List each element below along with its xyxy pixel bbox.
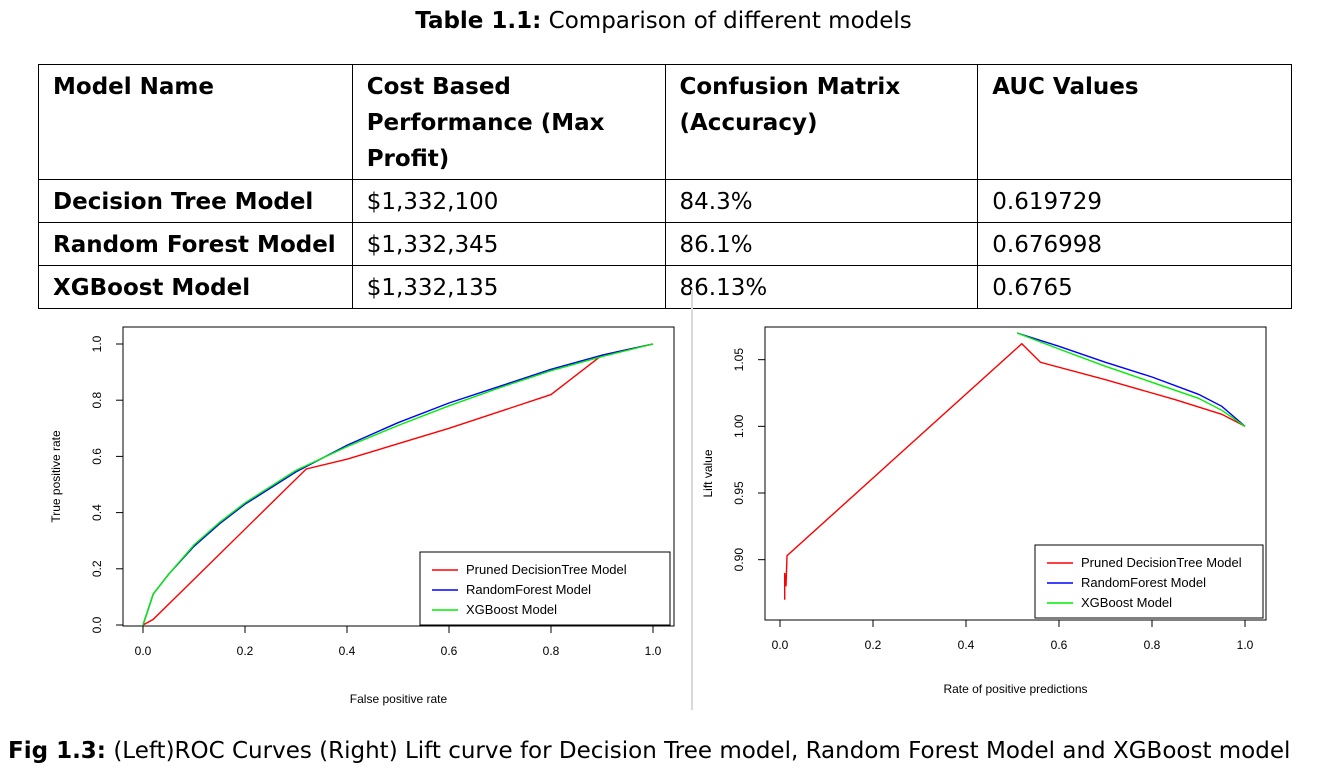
legend-box: [1034, 544, 1264, 619]
plot-frame: [122, 326, 675, 627]
legend-label: Pruned DecisionTree Model: [1081, 555, 1242, 570]
accuracy-cell: 86.13%: [664, 265, 979, 309]
auc-cell: 0.6765: [977, 265, 1292, 309]
x-tick-label: 0.4: [339, 644, 356, 658]
x-tick-label: 0.8: [1144, 638, 1161, 652]
y-tick-label: 0.90: [732, 548, 746, 572]
figure-divider: [691, 290, 693, 710]
x-tick-label: 1.0: [1237, 638, 1254, 652]
lift-curve-chart: 0.0 0.2 0.4 0.6 0.8 1.0 0.90 0.95 1.00 1.05 Rate o…: [701, 326, 1267, 696]
accuracy-cell: 86.1%: [664, 222, 979, 266]
y-tick-label: 1.00: [732, 414, 746, 438]
table-row: XGBoost Model $1,332,135 86.13% 0.6765: [38, 265, 1292, 309]
table-header-row: Model Name Cost Based Performance (Max P…: [38, 64, 1292, 180]
y-tick-label: 1.0: [90, 335, 104, 352]
accuracy-cell: 84.3%: [664, 179, 979, 223]
figure-caption-label: Fig 1.3:: [8, 738, 107, 764]
model-name-cell: XGBoost Model: [38, 265, 353, 309]
legend-label: XGBoost Model: [466, 602, 557, 617]
header-auc-values: AUC Values: [977, 64, 1292, 180]
figure-caption-text: (Left)ROC Curves (Right) Lift curve for …: [113, 738, 1291, 764]
auc-cell: 0.676998: [977, 222, 1292, 266]
header-confusion-matrix: Confusion Matrix (Accuracy): [664, 64, 979, 180]
legend-label: XGBoost Model: [1081, 595, 1172, 610]
table-caption: Table 1.1: Comparison of different model…: [0, 8, 1327, 34]
x-tick-label: 0.6: [441, 644, 458, 658]
model-comparison-table: Model Name Cost Based Performance (Max P…: [38, 64, 1292, 309]
series-line-1: [1016, 332, 1246, 427]
y-tick-label: 0.8: [90, 392, 104, 409]
profit-cell: $1,332,345: [351, 222, 666, 266]
profit-cell: $1,332,135: [351, 265, 666, 309]
profit-cell: $1,332,100: [351, 179, 666, 223]
series-line-0: [142, 343, 654, 626]
auc-cell: 0.619729: [977, 179, 1292, 223]
series-line-2: [1016, 332, 1246, 427]
x-axis-label: False positive rate: [350, 692, 448, 706]
series-line-2: [142, 343, 654, 626]
model-name-cell: Random Forest Model: [38, 222, 353, 266]
series-line-0: [783, 342, 1246, 600]
table-row: Random Forest Model $1,332,345 86.1% 0.6…: [38, 222, 1292, 266]
legend-label: Pruned DecisionTree Model: [466, 562, 627, 577]
x-tick-label: 0.2: [865, 638, 882, 652]
y-tick-label: 0.95: [732, 481, 746, 505]
legend-label: RandomForest Model: [466, 582, 591, 597]
y-tick-label: 0.0: [90, 616, 104, 633]
x-axis-label: Rate of positive predictions: [943, 682, 1087, 696]
legend-box: [419, 551, 671, 626]
table-caption-label: Table 1.1:: [415, 8, 542, 34]
y-tick-label: 0.4: [90, 504, 104, 521]
x-tick-label: 1.0: [645, 644, 662, 658]
y-tick-label: 0.2: [90, 560, 104, 577]
plot-frame: [764, 326, 1267, 621]
y-axis-label: Lift value: [701, 449, 715, 497]
y-tick-label: 1.05: [732, 348, 746, 372]
y-tick-label: 0.6: [90, 448, 104, 465]
table-row: Decision Tree Model $1,332,100 84.3% 0.6…: [38, 179, 1292, 223]
roc-curve-chart: 0.0 0.2 0.4 0.6 0.8 1.0 0.0 0.2 0.4 0.6 0.8 1.0 Fals…: [49, 326, 675, 706]
x-tick-label: 0.0: [772, 638, 789, 652]
header-model-name: Model Name: [38, 64, 353, 180]
figure-caption: Fig 1.3: (Left)ROC Curves (Right) Lift c…: [8, 738, 1290, 764]
x-tick-label: 0.0: [135, 644, 152, 658]
table-caption-text: Comparison of different models: [548, 8, 912, 34]
legend-label: RandomForest Model: [1081, 575, 1206, 590]
header-cost-performance: Cost Based Performance (Max Profit): [351, 64, 666, 180]
x-tick-label: 0.6: [1051, 638, 1068, 652]
x-tick-label: 0.8: [543, 644, 560, 658]
y-axis-label: True positive rate: [49, 430, 63, 523]
x-tick-label: 0.2: [237, 644, 254, 658]
model-name-cell: Decision Tree Model: [38, 179, 353, 223]
x-tick-label: 0.4: [958, 638, 975, 652]
